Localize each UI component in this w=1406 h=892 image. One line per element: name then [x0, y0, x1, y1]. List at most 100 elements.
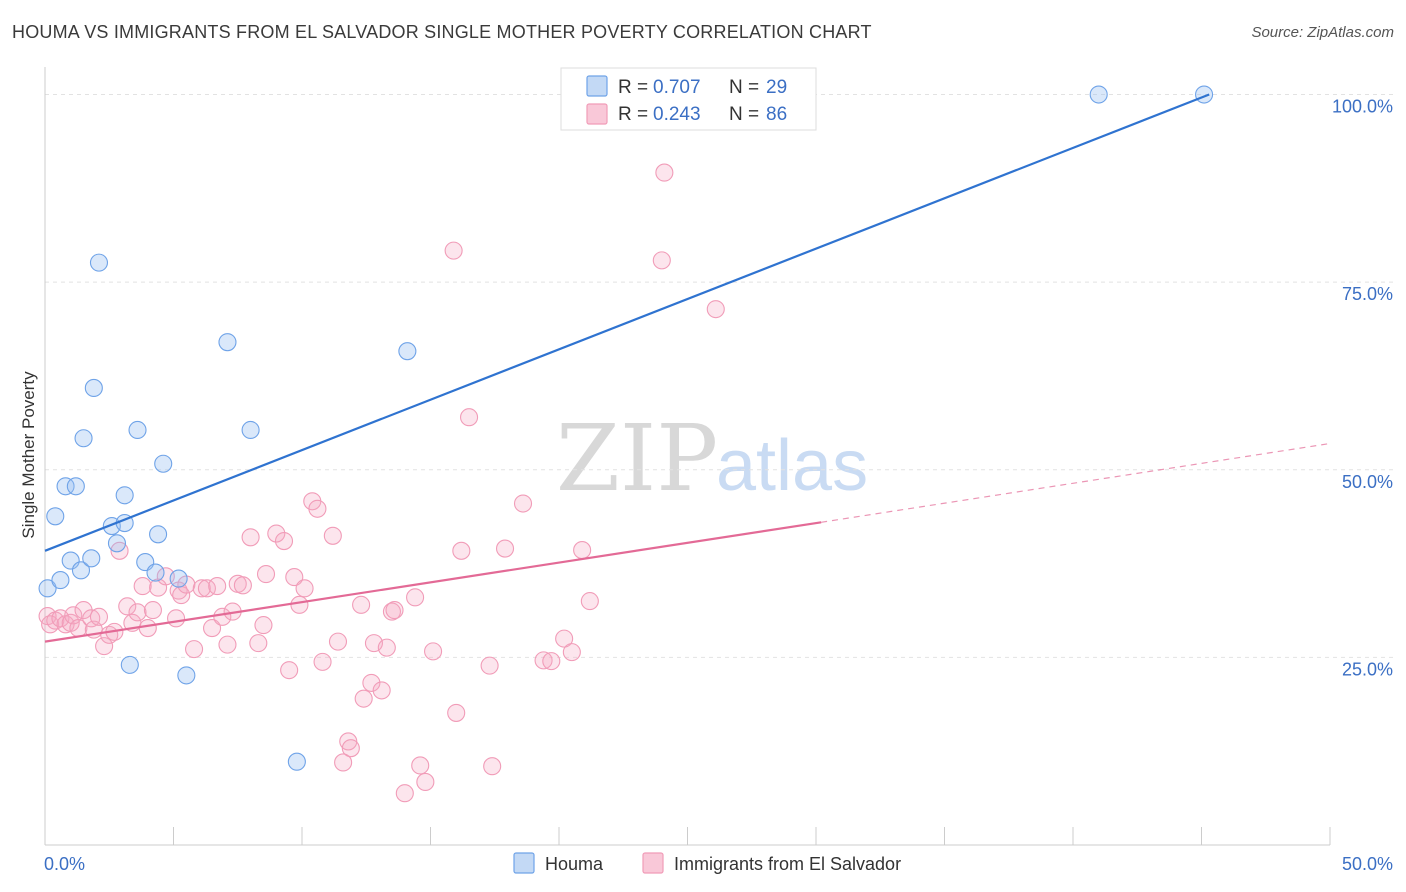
salvador-point [459, 408, 479, 427]
salvador-point [143, 601, 162, 620]
salvador-point [133, 577, 152, 596]
salvador-point [447, 703, 466, 722]
salvador-point [118, 597, 137, 616]
houma-point [38, 579, 57, 598]
y-tick-labels: 25.0% 50.0% 75.0% 100.0% [1332, 97, 1393, 680]
houma-point [146, 563, 165, 582]
salvador-point [513, 494, 533, 513]
houma-point [120, 655, 139, 674]
houma-point [154, 454, 173, 473]
salvador-point [82, 609, 101, 628]
legend-salvador-r-value: 0.243 [653, 104, 701, 125]
houma-point [107, 534, 127, 553]
houma-point [56, 477, 75, 496]
y-axis-label: Single Mother Poverty [19, 371, 38, 539]
salvador-point [542, 652, 561, 671]
salvador-point [655, 163, 674, 182]
salvador-point [110, 541, 129, 560]
legend-houma-r-value: 0.707 [653, 77, 701, 98]
salvador-point [249, 634, 268, 653]
houma-point [398, 342, 417, 361]
legend-swatch-salvador [586, 103, 608, 125]
salvador-point [706, 300, 725, 319]
salvador-point [562, 643, 581, 662]
salvador-point [406, 588, 425, 607]
houma-point [84, 378, 103, 398]
salvador-point [267, 524, 286, 543]
salvador-point [372, 681, 391, 700]
salvador-point [416, 772, 435, 792]
salvador-trend-line [44, 521, 822, 643]
houma-point [82, 549, 101, 568]
salvador-point [313, 652, 332, 671]
salvador-point [256, 565, 276, 584]
salvador-trend-extension [821, 442, 1331, 523]
salvador-point [395, 784, 414, 803]
axes [44, 67, 1331, 846]
y-tick-label: 50.0% [1342, 472, 1393, 492]
bottom-legend-swatch-salvador [642, 852, 664, 874]
salvador-point [192, 579, 211, 598]
salvador-point [295, 579, 314, 598]
legend-houma-r-label: R = [618, 77, 648, 98]
source-credit: Source: ZipAtlas.com [1251, 24, 1394, 41]
salvador-point [573, 541, 592, 560]
salvador-point [354, 689, 373, 708]
salvador-point [424, 642, 443, 661]
salvador-point [128, 603, 147, 622]
salvador-point [208, 577, 227, 596]
y-tick-label: 100.0% [1332, 97, 1393, 117]
salvador-point [241, 528, 260, 547]
bottom-legend: Houma Immigrants from El Salvador [513, 852, 901, 874]
houma-point [241, 420, 260, 440]
salvador-point [334, 753, 353, 772]
salvador-point [254, 616, 273, 635]
houma-point [71, 561, 91, 580]
watermark: ZIP atlas [556, 405, 868, 512]
legend-salvador-n-value: 86 [766, 104, 787, 125]
watermark-zip: ZIP [556, 405, 718, 512]
legend-swatch-houma [586, 75, 608, 97]
houma-point [177, 666, 196, 685]
salvador-point [483, 757, 502, 776]
legend-salvador-r-label: R = [618, 104, 648, 125]
legend-houma-n-label: N = [729, 77, 759, 98]
bottom-legend-swatch-houma [513, 852, 535, 874]
y-tick-label: 75.0% [1342, 284, 1393, 304]
salvador-point [233, 576, 252, 595]
houma-point [218, 333, 237, 352]
houma-point [51, 571, 70, 590]
chart-title: HOUMA VS IMMIGRANTS FROM EL SALVADOR SIN… [12, 22, 872, 42]
houma-point [115, 486, 134, 505]
salvador-point [452, 541, 471, 560]
salvador-point [203, 619, 222, 638]
salvador-point [285, 568, 304, 587]
salvador-point [290, 595, 309, 614]
salvador-point [328, 632, 348, 651]
salvador-point [444, 241, 463, 260]
houma-trend-line [44, 93, 1210, 552]
houma-point [1195, 85, 1214, 104]
houma-point [1089, 85, 1108, 104]
salvador-point [95, 637, 114, 656]
houma-point [128, 420, 147, 440]
y-tick-label: 25.0% [1342, 659, 1393, 679]
salvador-point [138, 619, 157, 638]
bottom-legend-salvador: Immigrants from El Salvador [674, 854, 901, 874]
houma-point [287, 752, 306, 771]
houma-point [74, 429, 93, 448]
salvador-point [274, 532, 294, 551]
salvador-point [185, 640, 204, 659]
houma-point [66, 477, 85, 496]
legend: R = 0.707 N = 29 R = 0.243 N = 86 [560, 67, 817, 131]
salvador-point [411, 756, 430, 775]
salvador-point [341, 739, 360, 758]
salvador-point [555, 629, 574, 648]
salvador-point [323, 526, 342, 545]
salvador-point [534, 651, 553, 670]
trend-lines [44, 93, 1331, 643]
bottom-legend-houma: Houma [545, 854, 604, 874]
x-tick-label-max: 50.0% [1342, 854, 1393, 874]
salvador-point [352, 595, 371, 614]
